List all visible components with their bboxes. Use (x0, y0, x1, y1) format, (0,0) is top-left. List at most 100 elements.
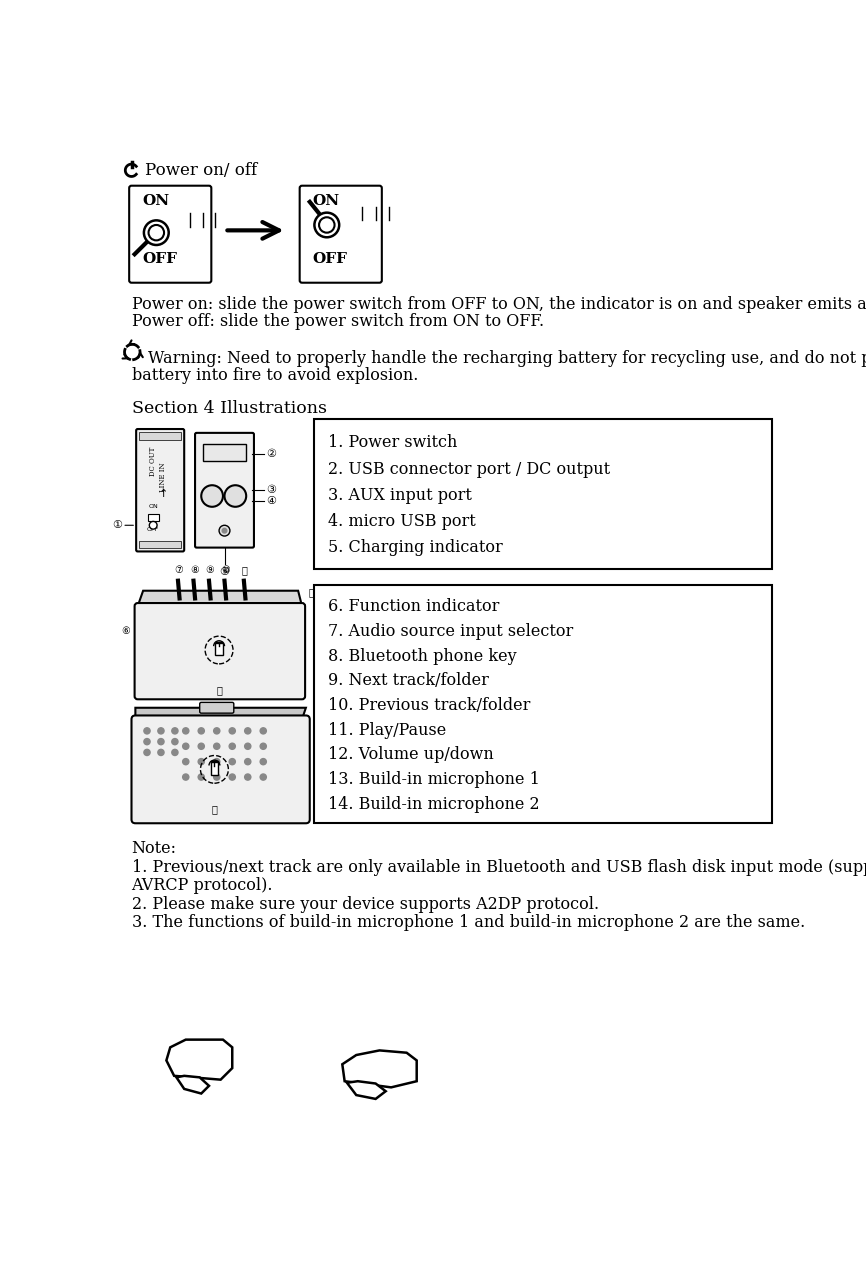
Text: 6. Function indicator: 6. Function indicator (327, 598, 499, 616)
Text: ①: ① (112, 520, 122, 530)
Circle shape (214, 774, 220, 780)
Circle shape (223, 528, 227, 533)
Text: Power on/ off: Power on/ off (145, 162, 257, 179)
Text: 1. Previous/next track are only available in Bluetooth and USB flash disk input : 1. Previous/next track are only availabl… (132, 859, 866, 875)
Circle shape (229, 744, 236, 749)
Text: ⑬: ⑬ (216, 685, 222, 695)
Circle shape (149, 521, 157, 529)
Circle shape (319, 217, 334, 233)
Bar (215, 643, 223, 656)
Text: 9. Next track/folder: 9. Next track/folder (327, 672, 488, 689)
Polygon shape (166, 1039, 232, 1080)
Circle shape (219, 525, 230, 535)
Circle shape (314, 212, 339, 238)
Text: ON: ON (148, 504, 158, 509)
Text: 7. Audio source input selector: 7. Audio source input selector (327, 624, 572, 640)
Circle shape (144, 727, 150, 734)
Circle shape (260, 759, 267, 764)
Text: ⑨: ⑨ (205, 565, 214, 575)
Text: ⑦: ⑦ (174, 565, 183, 575)
Text: 3. The functions of build-in microphone 1 and build-in microphone 2 are the same: 3. The functions of build-in microphone … (132, 914, 805, 932)
Circle shape (158, 739, 164, 745)
Text: ↑: ↑ (158, 488, 168, 498)
Text: 4. micro USB port: 4. micro USB port (327, 512, 475, 530)
Circle shape (260, 744, 267, 749)
FancyBboxPatch shape (200, 703, 234, 713)
Circle shape (171, 739, 178, 745)
Circle shape (229, 774, 236, 780)
Polygon shape (342, 1051, 417, 1088)
Text: ⑫: ⑫ (308, 588, 314, 597)
Bar (139, 432, 181, 440)
Circle shape (144, 220, 169, 245)
Circle shape (245, 744, 251, 749)
Text: ③: ③ (267, 484, 276, 495)
Circle shape (229, 727, 236, 734)
Circle shape (158, 749, 164, 755)
Circle shape (229, 759, 236, 764)
FancyBboxPatch shape (129, 185, 211, 282)
Text: DC OUT: DC OUT (149, 447, 158, 475)
Circle shape (171, 727, 178, 734)
Text: OFF: OFF (147, 527, 159, 532)
Text: ⑧: ⑧ (190, 565, 198, 575)
Text: 14. Build-in microphone 2: 14. Build-in microphone 2 (327, 795, 540, 813)
Polygon shape (177, 1076, 209, 1094)
Text: 12. Volume up/down: 12. Volume up/down (327, 746, 494, 763)
Text: 11. Play/Pause: 11. Play/Pause (327, 722, 446, 739)
Circle shape (260, 727, 267, 734)
Text: Warning: Need to properly handle the recharging battery for recycling use, and d: Warning: Need to properly handle the rec… (148, 350, 866, 367)
Text: Power off: slide the power switch from ON to OFF.: Power off: slide the power switch from O… (132, 313, 544, 330)
Text: 8. Bluetooth phone key: 8. Bluetooth phone key (327, 648, 516, 665)
FancyBboxPatch shape (195, 433, 254, 547)
Text: battery into fire to avoid explosion.: battery into fire to avoid explosion. (132, 367, 418, 383)
Circle shape (198, 744, 204, 749)
Text: ⑪: ⑪ (242, 565, 248, 575)
Bar (139, 541, 181, 548)
FancyBboxPatch shape (300, 185, 382, 282)
Text: AVRCP protocol).: AVRCP protocol). (132, 877, 273, 895)
Circle shape (245, 727, 251, 734)
Circle shape (214, 759, 220, 764)
Text: ON: ON (142, 194, 170, 208)
Text: ④: ④ (267, 496, 276, 506)
Text: 2. USB connector port / DC output: 2. USB connector port / DC output (327, 460, 610, 478)
Polygon shape (138, 590, 302, 606)
Text: Section 4 Illustrations: Section 4 Illustrations (132, 400, 326, 417)
Polygon shape (347, 1081, 385, 1099)
Circle shape (183, 727, 189, 734)
Text: 2. Please make sure your device supports A2DP protocol.: 2. Please make sure your device supports… (132, 896, 598, 912)
Circle shape (144, 739, 150, 745)
Polygon shape (138, 606, 302, 697)
Text: 5. Charging indicator: 5. Charging indicator (327, 539, 502, 556)
Text: Note:: Note: (132, 840, 177, 858)
Circle shape (198, 759, 204, 764)
Text: 13. Build-in microphone 1: 13. Build-in microphone 1 (327, 771, 540, 789)
Circle shape (224, 486, 246, 507)
Circle shape (214, 744, 220, 749)
Text: Power on: slide the power switch from OFF to ON, the indicator is on and speaker: Power on: slide the power switch from OF… (132, 295, 866, 313)
Text: ON: ON (313, 194, 340, 208)
FancyBboxPatch shape (132, 716, 310, 823)
Circle shape (245, 759, 251, 764)
Circle shape (144, 749, 150, 755)
FancyBboxPatch shape (134, 603, 305, 699)
Circle shape (149, 225, 164, 240)
Circle shape (198, 727, 204, 734)
Bar (313, 419, 772, 569)
Polygon shape (135, 708, 306, 720)
Circle shape (183, 774, 189, 780)
Text: 10. Previous track/folder: 10. Previous track/folder (327, 697, 530, 714)
Text: ⑭: ⑭ (211, 804, 217, 814)
Circle shape (171, 749, 178, 755)
Text: ②: ② (267, 449, 276, 459)
Text: ⑤: ⑤ (219, 567, 229, 576)
Text: OFF: OFF (313, 253, 348, 267)
Circle shape (198, 774, 204, 780)
Circle shape (183, 744, 189, 749)
Circle shape (183, 759, 189, 764)
Bar (148, 514, 158, 521)
Circle shape (214, 727, 220, 734)
FancyBboxPatch shape (136, 429, 184, 551)
Bar (210, 763, 218, 774)
